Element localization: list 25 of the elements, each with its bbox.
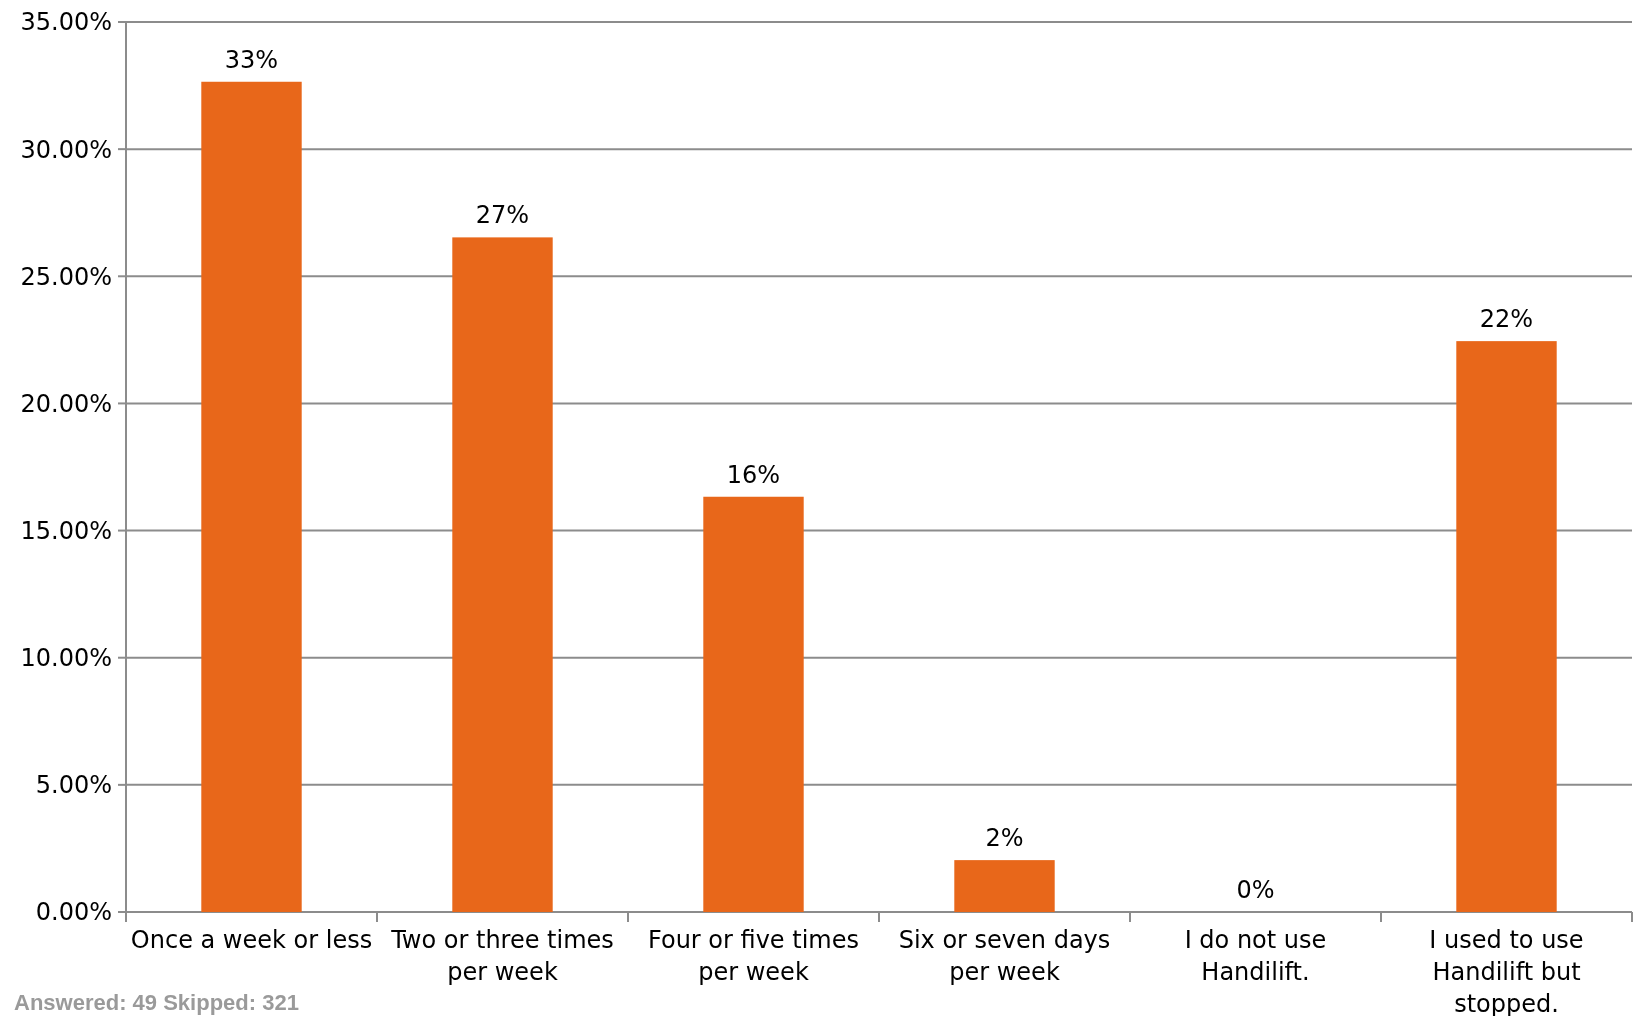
text: Answered: 49 Skipped: 321 (14, 990, 299, 1015)
y-tick-label: 5.00% (35, 771, 112, 800)
data-label: 27% (475, 201, 530, 230)
y-tick-label: 10.00% (20, 644, 112, 673)
bar (954, 860, 1055, 912)
y-tick-label: 0.00% (35, 898, 112, 927)
x-tick-label: Once a week or less (130, 926, 373, 954)
y-tick-label: 35.00% (20, 8, 112, 37)
data-label: 2% (985, 824, 1024, 853)
data-label: 16% (726, 460, 781, 489)
bar (1456, 341, 1557, 912)
bar (452, 237, 553, 912)
bar (703, 496, 804, 912)
y-tick-label: 30.00% (20, 135, 112, 164)
x-tick-label: I do not use Handilift. (1184, 926, 1327, 986)
y-tick-label: 20.00% (20, 389, 112, 418)
x-tick-label: Two or three times per week (390, 926, 614, 986)
x-tick-label: Six or seven days per week (898, 926, 1111, 986)
y-tick-label: 25.00% (20, 262, 112, 291)
x-tick-label: Four or five times per week (648, 926, 859, 986)
data-label: 22% (1479, 305, 1534, 334)
bar (201, 81, 302, 912)
data-label: 0% (1236, 876, 1275, 904)
data-label: 33% (224, 45, 279, 74)
y-tick-label: 15.00% (20, 516, 112, 545)
